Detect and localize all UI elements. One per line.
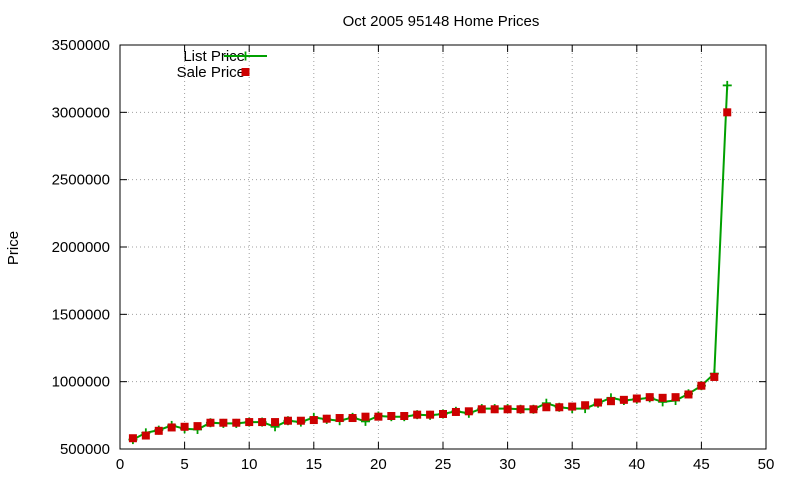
sale-price-point — [232, 418, 241, 427]
sale-price-point — [219, 418, 228, 427]
sale-price-point — [206, 418, 215, 427]
sale-price-point — [309, 416, 318, 425]
sale-price-point — [245, 418, 254, 427]
sale-price-point — [658, 393, 667, 402]
sale-price-point — [516, 405, 525, 414]
legend-swatch-sale-price — [241, 68, 250, 76]
x-tick-label: 40 — [628, 456, 645, 473]
legend-marker-list-price — [241, 51, 250, 61]
y-axis-ticks: 500000 1000000 1500000 2000000 2500000 300000… — [52, 37, 766, 458]
sale-price-point — [451, 407, 460, 416]
x-tick-label: 5 — [180, 456, 188, 473]
y-tick-label: 2500000 — [52, 172, 110, 189]
x-tick-label: 15 — [305, 456, 322, 473]
sale-price-point — [632, 394, 641, 403]
x-tick-label: 0 — [116, 456, 124, 473]
sale-price-point — [490, 405, 499, 414]
sale-price-point — [154, 426, 163, 435]
sale-price-point — [400, 412, 409, 421]
sale-price-point — [283, 416, 292, 425]
y-tick-label: 2000000 — [52, 239, 110, 256]
x-tick-label: 45 — [693, 456, 710, 473]
y-tick-label: 1500000 — [52, 306, 110, 323]
sale-price-point — [258, 418, 267, 427]
sale-price-point — [503, 405, 512, 414]
x-axis-ticks: 0 5 10 15 20 25 30 35 40 45 50 — [116, 45, 775, 473]
list-price-line — [132, 85, 729, 441]
sale-price-point — [594, 398, 603, 407]
sale-price-point — [271, 418, 280, 427]
sale-price-point — [167, 423, 176, 432]
sale-price-point — [568, 402, 577, 411]
sale-price-point — [361, 412, 370, 421]
sale-price-point — [296, 416, 305, 425]
y-axis-label: Price — [5, 231, 22, 265]
series-layer — [128, 80, 732, 445]
sale-price-point — [374, 412, 383, 421]
sale-price-point — [710, 372, 719, 381]
sale-price-point — [529, 405, 538, 414]
plot-area-frame — [119, 44, 767, 450]
sale-price-point — [439, 409, 447, 418]
x-tick-label: 20 — [370, 456, 387, 473]
sale-price-point — [619, 395, 628, 404]
x-tick-label: 25 — [435, 456, 452, 473]
sale-price-point — [387, 412, 396, 421]
y-tick-label: 3500000 — [52, 37, 110, 54]
x-tick-label: 10 — [241, 456, 258, 473]
sale-price-point — [555, 403, 564, 412]
sale-price-point — [697, 381, 706, 390]
y-tick-label: 500000 — [60, 441, 110, 458]
sale-price-point — [542, 403, 551, 412]
sale-price-point — [193, 422, 202, 431]
sale-price-point — [141, 431, 150, 440]
y-tick-label: 1000000 — [52, 374, 110, 391]
sale-price-point — [464, 407, 473, 416]
grid-lines — [120, 45, 766, 449]
sale-price-point — [413, 410, 422, 419]
legend-label-sale-price: Sale Price — [177, 64, 245, 81]
sale-price-point — [335, 414, 344, 423]
sale-price-point — [477, 405, 486, 414]
sale-price-point — [671, 393, 680, 402]
x-tick-label: 35 — [564, 456, 581, 473]
x-tick-label: 50 — [758, 456, 775, 473]
x-tick-label: 30 — [499, 456, 516, 473]
sale-price-point — [645, 393, 654, 402]
sale-price-point — [581, 401, 590, 410]
chart-title: Oct 2005 95148 Home Prices — [343, 13, 540, 30]
sale-price-point — [684, 390, 693, 399]
sale-price-point — [322, 414, 331, 423]
sale-price-point — [606, 397, 615, 406]
sale-price-point — [348, 414, 357, 423]
sale-price-point — [723, 108, 732, 117]
list-price-point — [722, 80, 732, 90]
sale-price-point — [180, 422, 189, 431]
legend-label-list-price: List Price — [183, 48, 245, 65]
sale-price-point — [128, 434, 137, 443]
sale-price-point — [426, 410, 435, 419]
y-tick-label: 3000000 — [52, 104, 110, 121]
